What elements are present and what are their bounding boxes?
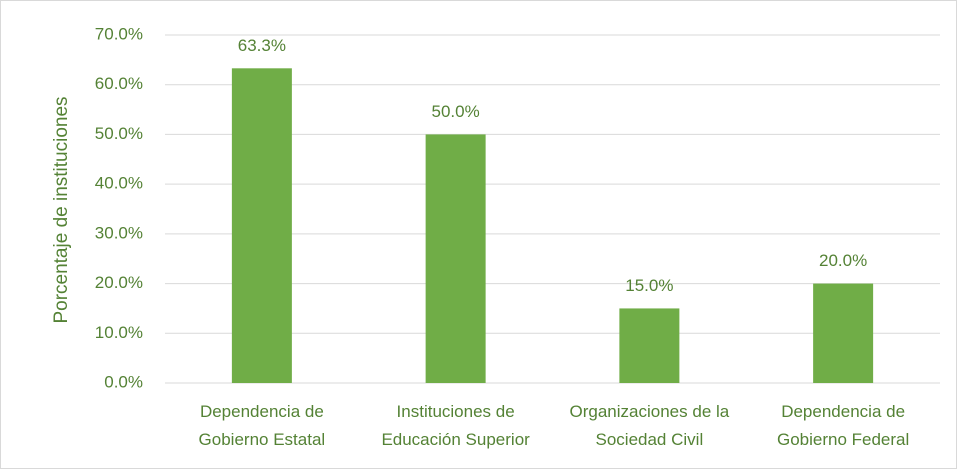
y-tick-label: 30.0%: [95, 223, 143, 242]
x-tick-label: Dependencia de Gobierno Estatal: [198, 402, 326, 449]
data-label: 20.0%: [819, 251, 867, 270]
x-tick-label: Dependencia de Gobierno Federal: [776, 402, 910, 449]
y-tick-label: 20.0%: [95, 273, 143, 292]
data-label: 63.3%: [238, 36, 286, 55]
y-tick-label: 0.0%: [104, 372, 143, 391]
x-tick-label: Instituciones de Educación Superior: [381, 402, 530, 449]
bar: [425, 134, 486, 383]
y-tick-label: 40.0%: [95, 174, 143, 193]
data-label: 50.0%: [432, 102, 480, 121]
y-axis-label: Porcentaje de instituciones: [51, 96, 72, 323]
y-tick-label: 10.0%: [95, 323, 143, 342]
bar: [813, 283, 874, 383]
data-label: 15.0%: [625, 276, 673, 295]
x-tick-label: Organizaciones de la Sociedad Civil: [569, 402, 730, 449]
y-tick-label: 60.0%: [95, 74, 143, 93]
y-tick-label: 70.0%: [95, 24, 143, 43]
y-tick-label: 50.0%: [95, 124, 143, 143]
bar: [619, 308, 680, 383]
bar: [231, 68, 292, 384]
